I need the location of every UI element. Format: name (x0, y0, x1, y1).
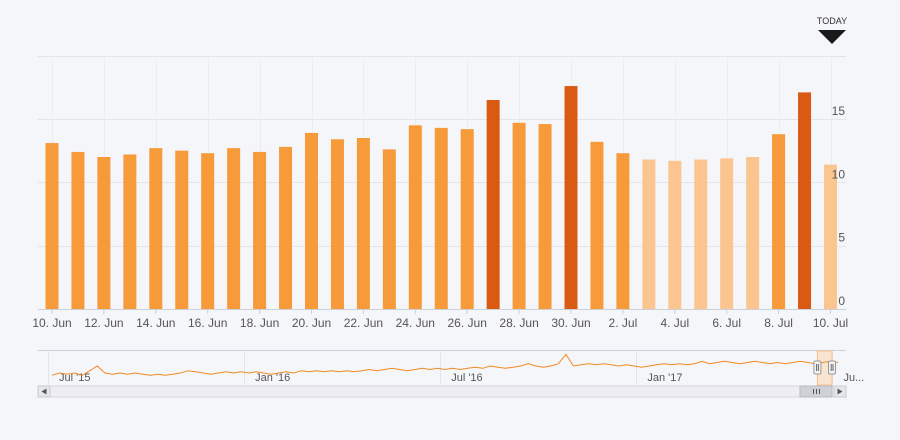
bar-forecast[interactable] (746, 157, 760, 309)
x-tick-label: 16. Jun (188, 316, 227, 330)
y-tick-label: 10 (832, 167, 846, 181)
x-tick-label: 24. Jun (396, 316, 435, 330)
bar-actual[interactable] (538, 124, 552, 309)
bar-forecast[interactable] (668, 160, 682, 309)
bar-actual[interactable] (616, 153, 630, 309)
bar-actual[interactable] (175, 150, 189, 309)
today-arrow-icon (818, 30, 846, 44)
bar-actual[interactable] (590, 141, 604, 309)
x-tick-label: 30. Jun (551, 316, 590, 330)
bar-actual[interactable] (460, 129, 474, 309)
bar-peak[interactable] (486, 100, 500, 309)
bar-actual[interactable] (97, 157, 111, 309)
grip-lines-icon (813, 389, 820, 394)
x-tick-label: 10. Jun (32, 316, 71, 330)
bar-actual[interactable] (330, 139, 344, 309)
navigator[interactable]: Jul '15 Jan '16 Jul '16 Jan '17 Ju... (38, 350, 864, 386)
navigator-label: Jan '17 (647, 372, 682, 384)
x-tick-label: 4. Jul (660, 316, 689, 330)
bar-forecast[interactable] (720, 158, 734, 309)
bar-forecast[interactable] (694, 159, 708, 309)
y-tick-label: 15 (832, 104, 846, 118)
bar-actual[interactable] (434, 127, 448, 310)
navigator-label: Jan '16 (255, 372, 290, 384)
bar-actual[interactable] (408, 125, 422, 309)
x-tick-label: 22. Jun (344, 316, 383, 330)
x-tick-label: 6. Jul (712, 316, 741, 330)
bar-forecast[interactable] (824, 164, 837, 309)
bar-actual[interactable] (512, 122, 526, 309)
x-axis-ticks: 10. Jun 12. Jun 14. Jun 16. Jun 18. Jun 20. J… (32, 309, 848, 330)
navigator-handle-right[interactable] (828, 360, 836, 375)
x-tick-label: 12. Jun (84, 316, 123, 330)
bar-actual[interactable] (253, 151, 267, 309)
bar-actual[interactable] (772, 134, 786, 309)
scrollbar-right-button[interactable] (833, 385, 847, 398)
x-tick-label: 8. Jul (764, 316, 793, 330)
navigator-label: Ju... (843, 372, 864, 384)
y-tick-label: 0 (838, 294, 845, 308)
y-axis-ticks: 0 5 10 15 (832, 104, 846, 308)
bar-actual[interactable] (45, 143, 59, 309)
bar-actual[interactable] (279, 146, 293, 309)
arrow-left-icon (41, 388, 47, 395)
x-tick-label: 18. Jun (240, 316, 279, 330)
x-tick-label: 20. Jun (292, 316, 331, 330)
bar-actual[interactable] (227, 148, 241, 309)
x-tick-label: 14. Jun (136, 316, 175, 330)
bar-actual[interactable] (71, 151, 85, 309)
x-tick-label: 26. Jun (448, 316, 487, 330)
bar-peak[interactable] (798, 92, 812, 310)
scrollbar-thumb[interactable] (799, 385, 833, 398)
navigator-handle-left[interactable] (813, 360, 822, 375)
navigator-background (38, 350, 846, 386)
today-marker: TODAY (817, 16, 847, 44)
bar-actual[interactable] (382, 149, 396, 309)
x-tick-label: 10. Jul (813, 316, 848, 330)
bar-peak[interactable] (564, 86, 578, 309)
bar-forecast[interactable] (642, 159, 656, 309)
arrow-right-icon (837, 388, 843, 395)
today-label: TODAY (817, 16, 847, 26)
bar-actual[interactable] (201, 153, 215, 309)
scrollbar[interactable] (37, 385, 847, 398)
scrollbar-left-button[interactable] (37, 385, 51, 398)
y-tick-label: 5 (838, 231, 845, 245)
bar-actual[interactable] (356, 138, 370, 309)
scrollbar-track[interactable] (37, 385, 847, 398)
bar-series (45, 86, 837, 310)
bar-actual[interactable] (149, 148, 163, 309)
bar-actual[interactable] (305, 132, 318, 309)
x-tick-label: 28. Jun (499, 316, 538, 330)
navigator-series-line (51, 353, 839, 376)
bar-actual[interactable] (123, 154, 137, 309)
navigator-label: Jul '16 (451, 372, 482, 384)
x-tick-label: 2. Jul (609, 316, 638, 330)
